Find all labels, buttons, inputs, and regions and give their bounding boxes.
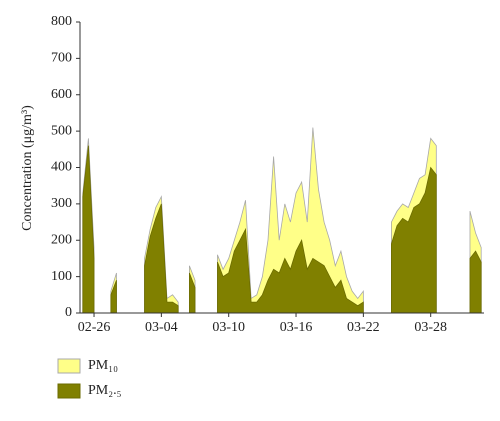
legend-swatch (57, 358, 81, 374)
y-tick-label: 600 (51, 87, 72, 102)
x-tick-label: 03-10 (212, 320, 245, 335)
y-tick-label: 700 (51, 51, 72, 66)
x-tick-label: 02-26 (78, 320, 111, 335)
x-tick-label: 03-28 (414, 320, 447, 335)
x-tick-label: 03-22 (347, 320, 380, 335)
x-tick-label: 03-04 (145, 320, 178, 335)
x-tick-label: 03-16 (280, 320, 313, 335)
legend-swatch (57, 383, 81, 399)
y-tick-label: 200 (51, 232, 72, 247)
legend-label: PM₁₀ (88, 358, 118, 373)
legend-label: PM₂.₅ (88, 383, 122, 398)
y-tick-label: 400 (51, 160, 72, 175)
y-tick-label: 300 (51, 196, 72, 211)
y-tick-label: 0 (65, 305, 72, 320)
y-axis-label: Concentration (μg/m³) (20, 105, 35, 231)
y-tick-label: 100 (51, 269, 72, 284)
y-tick-label: 800 (51, 14, 72, 29)
y-tick-label: 500 (51, 123, 72, 138)
area (82, 145, 482, 314)
